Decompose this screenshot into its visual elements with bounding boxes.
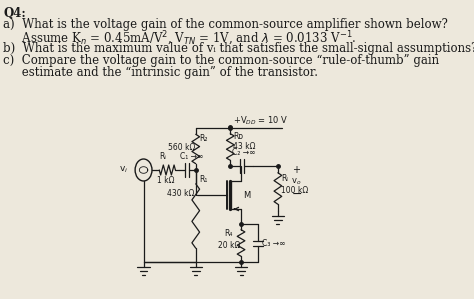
Text: 1 kΩ: 1 kΩ — [157, 176, 175, 185]
Text: C₂ →∞: C₂ →∞ — [232, 148, 255, 157]
Text: −: − — [292, 187, 302, 201]
Text: R₂: R₂ — [199, 134, 207, 143]
Text: b)  What is the maximum value of vᵢ that satisfies the small-signal assumptions?: b) What is the maximum value of vᵢ that … — [3, 42, 474, 55]
Text: v$_i$: v$_i$ — [119, 165, 128, 175]
Text: estimate and the “intrinsic gain” of the transistor.: estimate and the “intrinsic gain” of the… — [3, 66, 318, 79]
Text: M: M — [243, 190, 251, 199]
Text: Rᴅ: Rᴅ — [233, 132, 243, 141]
Text: 43 kΩ: 43 kΩ — [233, 142, 256, 151]
Text: Assume K$_n$ = 0.45mA/V$^2$, V$_{TN}$ = 1V, and $\lambda$ = 0.0133 V$^{-1}$.: Assume K$_n$ = 0.45mA/V$^2$, V$_{TN}$ = … — [3, 30, 356, 48]
Text: R₁: R₁ — [199, 176, 207, 184]
Text: 100 kΩ: 100 kΩ — [281, 186, 308, 195]
Text: Q4:: Q4: — [3, 7, 26, 20]
Text: 560 kΩ: 560 kΩ — [168, 144, 195, 152]
Text: a)  What is the voltage gain of the common-source amplifier shown below?: a) What is the voltage gain of the commo… — [3, 18, 448, 31]
Text: C₃ →∞: C₃ →∞ — [262, 239, 285, 248]
Text: v$_o$: v$_o$ — [291, 177, 301, 187]
Text: R₄: R₄ — [224, 230, 233, 239]
Text: Rₗ: Rₗ — [281, 174, 288, 183]
Text: +: + — [292, 165, 300, 175]
Text: 20 kΩ: 20 kΩ — [218, 242, 240, 251]
Text: +V$_{DD}$ = 10 V: +V$_{DD}$ = 10 V — [233, 115, 289, 127]
Text: 430 kΩ: 430 kΩ — [166, 190, 194, 199]
Text: C₁ →∞: C₁ →∞ — [180, 152, 203, 161]
Text: Rᵢ: Rᵢ — [160, 152, 166, 161]
Text: c)  Compare the voltage gain to the common-source “rule-of-thumb” gain: c) Compare the voltage gain to the commo… — [3, 54, 439, 67]
